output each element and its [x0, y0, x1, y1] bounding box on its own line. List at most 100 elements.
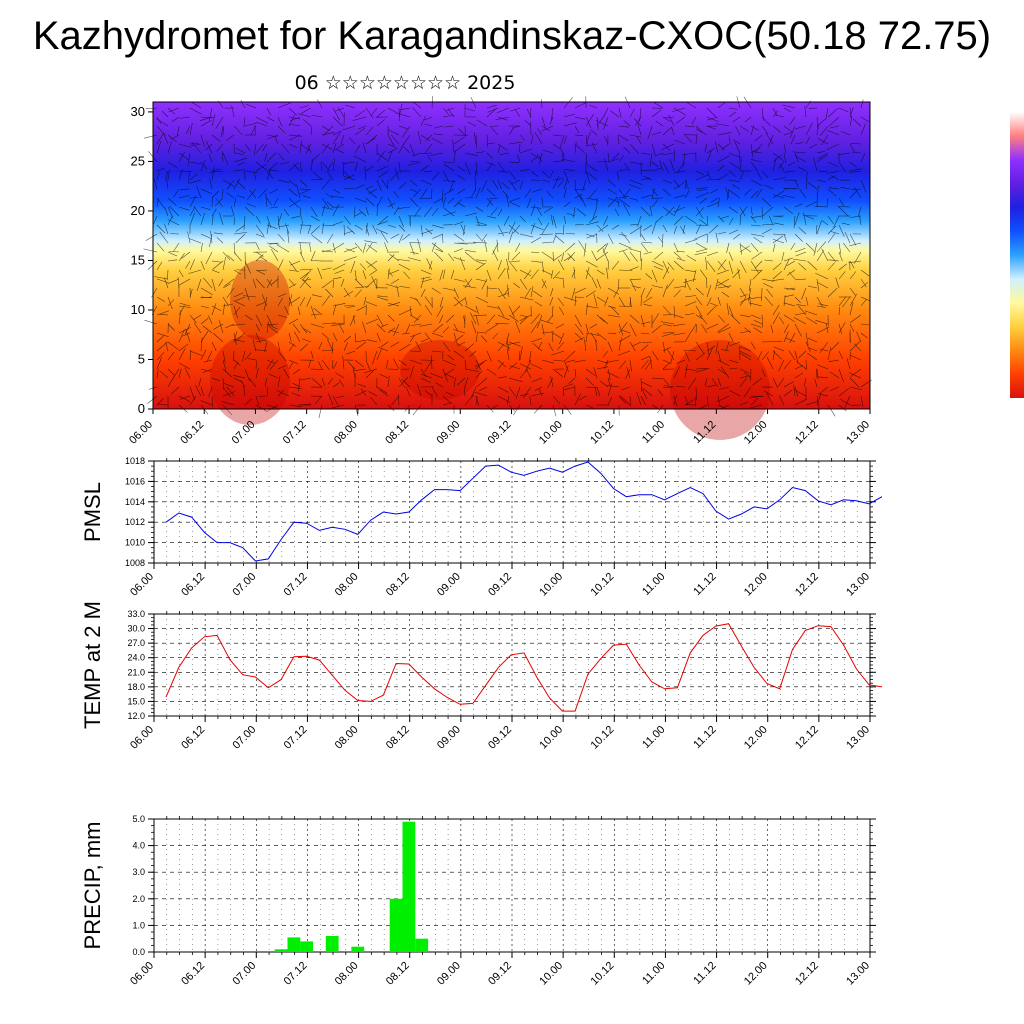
wind-barb	[629, 359, 632, 372]
wind-barb	[189, 206, 196, 217]
x-tick-label: 07.12	[282, 960, 310, 988]
wind-barb	[585, 143, 598, 147]
wind-barb	[596, 116, 599, 130]
wind-barb	[750, 125, 759, 131]
wind-barb	[145, 107, 158, 109]
wind-barb	[350, 260, 356, 274]
wind-barb	[354, 184, 365, 190]
y-tick-label: 1018	[125, 456, 145, 466]
wind-barb	[387, 375, 390, 388]
wind-barb	[717, 350, 722, 363]
wind-barb	[617, 350, 631, 356]
wind-barb	[797, 166, 807, 172]
wind-barb	[387, 197, 394, 209]
wind-barb	[607, 377, 611, 387]
wind-barb	[209, 170, 224, 173]
wind-barb	[446, 391, 455, 397]
wind-barb	[167, 215, 173, 226]
wind-barb	[187, 231, 191, 244]
wind-barb	[481, 179, 488, 193]
wind-barb	[666, 278, 675, 289]
wind-barb	[706, 323, 719, 330]
wind-barb	[444, 125, 455, 128]
wind-barb	[772, 243, 776, 253]
wind-barb	[376, 151, 386, 163]
wind-barb	[266, 168, 271, 181]
wind-barb	[752, 377, 763, 386]
wind-barb	[695, 224, 708, 226]
wind-barb	[607, 368, 611, 381]
wind-barb	[497, 376, 507, 379]
wind-barb	[370, 107, 378, 117]
wind-barb	[508, 305, 515, 318]
wind-barb	[169, 205, 180, 217]
wind-barb	[526, 108, 532, 118]
x-tick-label: 12.12	[793, 960, 821, 988]
wind-barb	[277, 350, 287, 362]
wind-barb	[387, 268, 390, 280]
wind-barb	[387, 302, 400, 307]
wind-barb	[717, 231, 727, 235]
wind-barb	[211, 114, 216, 127]
wind-barb	[409, 161, 419, 163]
y-tick-label: 15	[131, 252, 145, 267]
wind-barb	[649, 205, 653, 217]
wind-barb	[200, 337, 203, 352]
wind-barb	[773, 346, 785, 352]
wind-barb	[211, 260, 221, 263]
wind-barb	[673, 205, 680, 217]
wind-barb	[218, 320, 224, 334]
wind-barb	[793, 258, 807, 262]
wind-barb	[233, 242, 236, 255]
wind-barb	[464, 296, 468, 306]
wind-barb	[159, 231, 169, 244]
wind-barb	[310, 368, 324, 370]
wind-barb	[431, 355, 433, 370]
wind-barb	[354, 404, 359, 417]
wind-barb	[526, 370, 532, 379]
wind-barb	[694, 233, 708, 240]
wind-barb	[706, 341, 710, 356]
wind-barb	[354, 224, 363, 231]
wind-barb	[464, 152, 478, 156]
wind-barb	[277, 125, 286, 134]
wind-barb	[218, 278, 224, 287]
wind-barb	[838, 263, 847, 271]
wind-barb	[669, 158, 675, 172]
wind-barb	[849, 143, 855, 153]
wind-barb	[526, 197, 532, 209]
x-tick-label: 06.00	[128, 960, 156, 988]
wind-barb	[156, 224, 166, 234]
wind-barb	[698, 314, 708, 325]
wind-barb	[403, 146, 411, 154]
wind-barb	[784, 170, 796, 173]
wind-barb	[266, 386, 268, 396]
wind-barb	[480, 335, 488, 343]
wind-barb	[332, 382, 340, 388]
wind-barb	[706, 395, 709, 407]
wind-barb	[255, 395, 259, 406]
wind-barb	[380, 231, 389, 244]
y-tick-label: 1016	[125, 476, 145, 486]
wind-barb	[662, 224, 668, 233]
wind-barb	[409, 251, 419, 254]
wind-barb	[408, 257, 422, 262]
wind-barb	[332, 277, 342, 280]
wind-barb	[343, 305, 354, 307]
wind-barb	[414, 314, 422, 323]
wind-barb	[222, 188, 224, 198]
wind-barb	[586, 233, 598, 239]
wind-barb	[651, 167, 662, 172]
wind-barb	[686, 102, 697, 109]
wind-barb	[629, 323, 637, 337]
x-tick-label: 13.00	[844, 960, 872, 988]
wind-barb	[574, 134, 584, 136]
wind-barb	[424, 304, 433, 316]
wind-barb	[706, 201, 720, 208]
wind-barb	[376, 165, 389, 172]
wind-barb	[530, 363, 543, 370]
wind-barb	[541, 179, 551, 183]
wind-barb	[807, 352, 818, 361]
wind-barb	[673, 332, 686, 336]
wind-barb	[541, 359, 554, 364]
